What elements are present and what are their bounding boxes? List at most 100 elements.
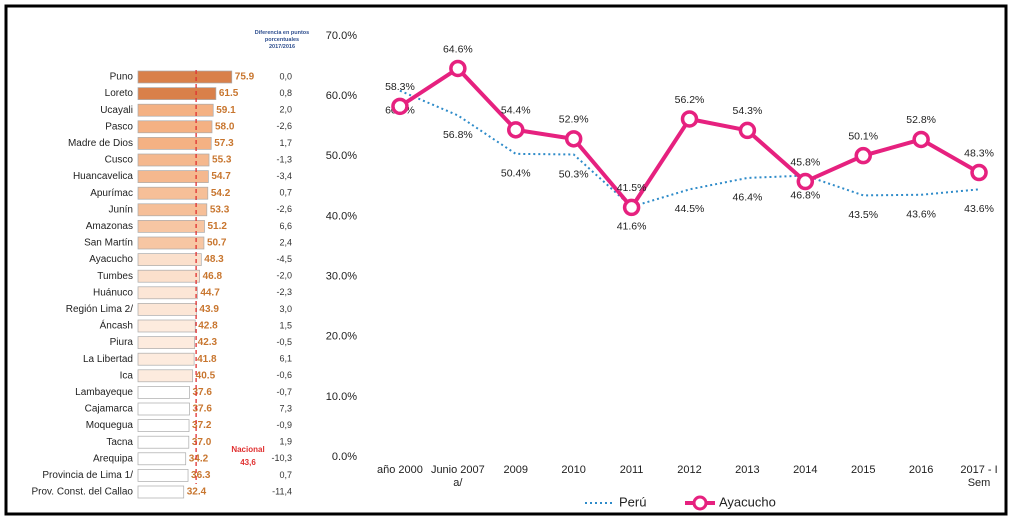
bar [137, 153, 210, 167]
bar [137, 469, 189, 482]
value-label: 59.1 [216, 105, 236, 116]
data-label: 54.3% [733, 105, 763, 117]
data-label: 56.8% [443, 129, 473, 141]
point [680, 110, 699, 128]
difference-label: 6,6 [279, 221, 292, 231]
category-label: Ucayali [100, 105, 133, 116]
data-label: 52.8% [906, 114, 936, 126]
difference-header: Diferencia en puntos porcentuales 2017/2… [254, 30, 310, 50]
legend-marker [692, 495, 708, 511]
category-label: Amazonas [86, 221, 133, 232]
bar [137, 87, 217, 100]
x-tick-label: 2009 [503, 464, 528, 476]
data-label: 46.4% [733, 192, 763, 204]
reference-value: 43,6 [240, 458, 256, 467]
data-label: 58.3% [385, 81, 415, 93]
bar [137, 485, 185, 499]
point [449, 59, 467, 78]
x-tick-label: 2014 [793, 464, 818, 476]
bar [137, 120, 213, 134]
category-label: Cajamarca [85, 404, 134, 415]
x-tick-label: 2010 [561, 464, 586, 476]
category-label: Lambayeque [75, 387, 133, 398]
difference-label: -1,3 [276, 154, 292, 164]
data-label: 41.6% [617, 221, 647, 233]
bar [137, 435, 190, 449]
category-label: San Martín [84, 238, 133, 249]
category-label: Prov. Const. del Callao [31, 487, 133, 498]
value-label: 37.6 [192, 387, 212, 398]
category-label: Ica [120, 370, 134, 381]
y-tick-label: 40.0% [326, 210, 357, 222]
data-label: 52.9% [559, 114, 589, 126]
data-label: 41.5% [617, 182, 647, 194]
difference-label: -10,3 [271, 453, 292, 463]
x-tick-label: 2011 [619, 464, 644, 476]
bar [137, 103, 214, 117]
bar [137, 386, 190, 399]
bar [137, 70, 233, 84]
bar [137, 186, 209, 200]
difference-label: 0,8 [279, 88, 292, 98]
value-label: 42.8 [198, 321, 218, 332]
difference-label: -3,4 [276, 171, 292, 181]
y-tick-label: 10.0% [326, 391, 357, 403]
category-label: Región Lima 2/ [66, 304, 133, 315]
category-label: Tacna [106, 437, 133, 448]
difference-label: 3,0 [279, 304, 292, 314]
difference-label: 6,1 [279, 354, 292, 364]
point [507, 121, 525, 139]
bar [137, 419, 190, 432]
category-label: Huancavelica [73, 171, 133, 182]
point [970, 163, 988, 182]
category-label: Provincia de Lima 1/ [42, 470, 133, 481]
value-label: 46.8 [203, 271, 223, 282]
point [796, 172, 815, 191]
data-label: 43.6% [906, 209, 936, 221]
frame [4, 4, 1008, 516]
category-label: Huánuco [93, 287, 133, 298]
value-label: 34.2 [189, 453, 209, 464]
value-label: 42.3 [198, 337, 218, 348]
category-label: Puno [110, 72, 134, 83]
difference-label: -0,6 [276, 370, 292, 380]
value-label: 32.4 [187, 487, 207, 498]
data-label: 44.5% [675, 203, 705, 215]
category-label: Piura [110, 337, 134, 348]
data-label: 50.4% [501, 168, 531, 180]
value-label: 61.5 [219, 88, 239, 99]
category-label: Arequipa [93, 453, 133, 464]
bar [137, 303, 197, 316]
category-label: Junín [109, 204, 133, 215]
legend-label: Perú [619, 494, 646, 509]
data-label: 45.8% [790, 156, 820, 168]
y-tick-label: 20.0% [326, 331, 357, 343]
value-label: 75.9 [235, 72, 255, 83]
data-label: 64.6% [443, 43, 473, 55]
value-label: 43.9 [199, 304, 219, 315]
value-label: 37.0 [192, 437, 212, 448]
category-label: Pasco [105, 121, 133, 132]
bar [137, 336, 196, 349]
bar [137, 253, 202, 266]
point [564, 130, 583, 148]
bar [137, 236, 205, 250]
difference-label: 7,3 [279, 403, 292, 413]
point [391, 97, 409, 116]
value-label: 53.3 [210, 204, 230, 215]
data-label: 46.8% [790, 189, 820, 201]
value-label: 37.2 [192, 420, 212, 431]
difference-label: -0,7 [276, 387, 292, 397]
legend-label: Ayacucho [719, 494, 776, 509]
difference-label: 2,4 [279, 237, 292, 247]
category-label: Tumbes [97, 271, 133, 282]
difference-label: 1,9 [279, 437, 292, 447]
bar [137, 137, 212, 150]
point [854, 146, 872, 165]
y-tick-label: 60.0% [326, 90, 357, 102]
difference-label: -2,6 [276, 121, 292, 131]
bar [137, 452, 187, 466]
category-label: Moquegua [86, 420, 134, 431]
